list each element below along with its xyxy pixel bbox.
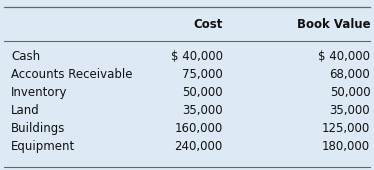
Text: 50,000: 50,000	[182, 86, 223, 99]
Text: Buildings: Buildings	[11, 122, 65, 135]
Text: $ 40,000: $ 40,000	[171, 50, 223, 63]
Text: Cost: Cost	[193, 18, 223, 31]
Text: 75,000: 75,000	[182, 68, 223, 81]
Text: 50,000: 50,000	[329, 86, 370, 99]
Text: 125,000: 125,000	[322, 122, 370, 135]
Text: $ 40,000: $ 40,000	[318, 50, 370, 63]
Text: 35,000: 35,000	[182, 104, 223, 117]
Text: Land: Land	[11, 104, 40, 117]
Text: 180,000: 180,000	[322, 140, 370, 153]
Text: Equipment: Equipment	[11, 140, 76, 153]
Text: 160,000: 160,000	[174, 122, 223, 135]
Text: Cash: Cash	[11, 50, 40, 63]
Text: Accounts Receivable: Accounts Receivable	[11, 68, 133, 81]
Text: 35,000: 35,000	[329, 104, 370, 117]
Text: Book Value: Book Value	[297, 18, 370, 31]
Text: 240,000: 240,000	[174, 140, 223, 153]
Text: 68,000: 68,000	[329, 68, 370, 81]
Text: Inventory: Inventory	[11, 86, 68, 99]
